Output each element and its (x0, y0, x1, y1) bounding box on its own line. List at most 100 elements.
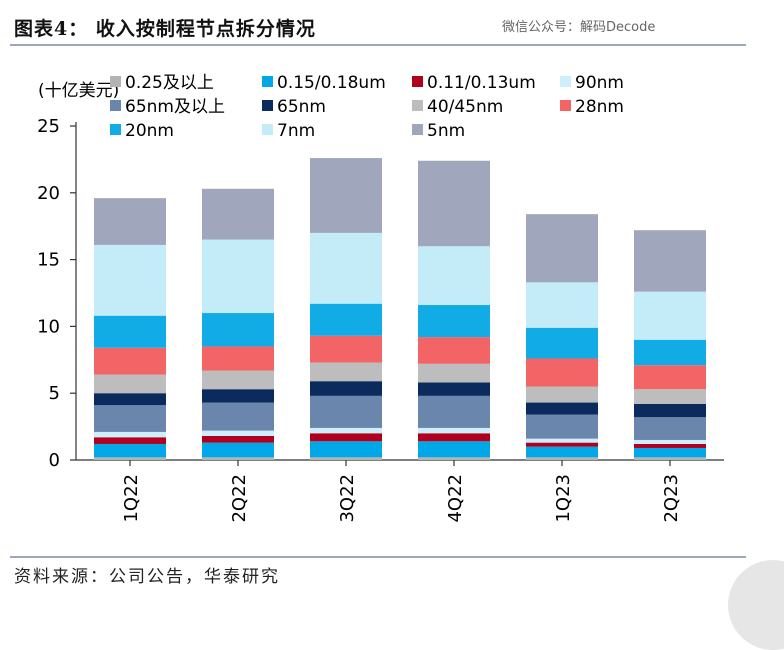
bar-segment (526, 442, 598, 447)
x-tick-label: 2Q22 (229, 474, 250, 523)
bar-segment (634, 291, 706, 340)
bar-segment (202, 313, 274, 347)
bar-segment (634, 403, 706, 418)
bar-segment (310, 441, 382, 458)
bar-segment (94, 244, 166, 316)
bar-segment (94, 315, 166, 348)
bar-segment (418, 337, 490, 364)
bar-segment (634, 439, 706, 444)
bar-segment (634, 339, 706, 366)
legend-swatch (412, 76, 423, 87)
figure-title: 图表4： 收入按制程节点拆分情况 (14, 18, 316, 40)
bar-segment (310, 381, 382, 396)
bar-segment (310, 158, 382, 233)
legend-swatch (110, 76, 121, 87)
y-tick-label: 15 (37, 250, 60, 271)
bar-segment (94, 374, 166, 394)
bar-segment (418, 427, 490, 434)
bar-segment (634, 447, 706, 458)
x-tick-label: 3Q22 (337, 474, 358, 523)
bar-segment (94, 198, 166, 245)
bar-segment (526, 446, 598, 458)
bar-segment (310, 457, 382, 460)
bar-segment (94, 431, 166, 438)
bar-segment (634, 230, 706, 292)
legend-swatch (412, 100, 423, 111)
bar-segment (202, 239, 274, 314)
bar-segment (526, 282, 598, 328)
bar-segment (418, 433, 490, 442)
x-tick-label: 1Q23 (553, 474, 574, 523)
axes: (十亿美元) 0 5 10 15 20 25 1Q22 2Q22 3Q22 4Q22 1Q23 2Q23 (37, 81, 724, 523)
bar-segment (418, 395, 490, 428)
bar-segment (94, 443, 166, 458)
legend-label: 65nm (277, 97, 326, 117)
legend-label: 20nm (125, 121, 174, 141)
corner-decoration (728, 560, 784, 650)
legend: 0.25及以上 0.15/0.18um 0.11/0.13um 90nm 65nm及以上… (110, 73, 624, 141)
legend-label: 0.25及以上 (125, 73, 214, 93)
bar-segment (202, 389, 274, 403)
bar-segment (202, 188, 274, 240)
bar-segment (526, 214, 598, 283)
bar-segment (418, 457, 490, 460)
bar-segment (202, 370, 274, 390)
bar-segment (418, 305, 490, 338)
bar-segment (202, 346, 274, 371)
legend-label: 40/45nm (427, 97, 503, 117)
legend-label: 0.11/0.13um (427, 73, 536, 93)
x-tick-label: 1Q22 (121, 474, 142, 523)
bar-segment (94, 393, 166, 406)
bar-segment (418, 160, 490, 247)
bar-segment (202, 435, 274, 443)
bar-segment (202, 442, 274, 458)
bar-segment (526, 327, 598, 359)
legend-label: 0.15/0.18um (277, 73, 386, 93)
legend-swatch (110, 124, 121, 135)
watermark: 微信公众号：解码Decode (502, 20, 656, 35)
bar-segment (310, 362, 382, 382)
bar-segment (526, 386, 598, 403)
y-tick-label: 0 (49, 450, 60, 471)
bar-segment (418, 363, 490, 383)
y-tick-label: 5 (49, 383, 60, 404)
bar-segment (634, 417, 706, 440)
bar-segment (418, 246, 490, 306)
legend-swatch (110, 100, 121, 111)
y-unit-label: (十亿美元) (38, 81, 119, 101)
legend-swatch (560, 76, 571, 87)
bar-segment (418, 382, 490, 396)
legend-swatch (262, 100, 273, 111)
legend-label: 5nm (427, 121, 465, 141)
bar-segment (526, 358, 598, 387)
bottom-rule (10, 556, 746, 558)
bar-segment (94, 457, 166, 460)
bar-segment (526, 402, 598, 415)
bar-segment (526, 438, 598, 443)
bar-segment (310, 427, 382, 434)
stacked-bar-chart: (十亿美元) 0 5 10 15 20 25 1Q22 2Q22 3Q22 4Q22 1Q23 2Q23… (37, 73, 724, 523)
bar-segment (202, 457, 274, 460)
y-tick-label: 10 (37, 316, 60, 337)
bar-segment (634, 389, 706, 404)
y-tick-label: 20 (37, 183, 60, 204)
legend-swatch (262, 76, 273, 87)
legend-swatch (262, 124, 273, 135)
legend-swatch (412, 124, 423, 135)
legend-label: 90nm (575, 73, 624, 93)
top-rule (10, 44, 746, 46)
y-tick-label: 25 (37, 116, 60, 137)
bars (94, 158, 706, 460)
legend-label: 28nm (575, 97, 624, 117)
bar-segment (202, 402, 274, 431)
bar-segment (526, 457, 598, 460)
legend-label: 65nm及以上 (125, 97, 225, 117)
bar-segment (310, 433, 382, 442)
bar-segment (310, 232, 382, 304)
bar-segment (634, 443, 706, 448)
bar-segment (202, 430, 274, 436)
bar-segment (94, 437, 166, 444)
bar-segment (526, 414, 598, 439)
bar-segment (634, 457, 706, 460)
bar-segment (310, 303, 382, 336)
